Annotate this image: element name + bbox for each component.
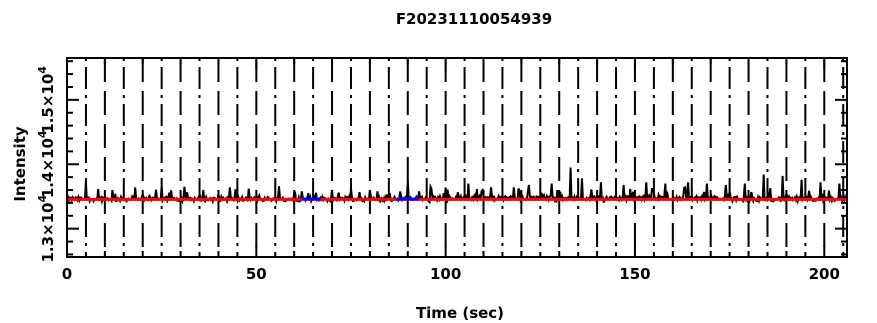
chart-title: F20231110054939	[396, 10, 552, 28]
y-tick-label: 1.4×104	[36, 130, 57, 198]
x-tick-label: 0	[62, 265, 72, 283]
series-group	[66, 167, 848, 206]
x-tick-label: 200	[809, 265, 840, 283]
y-tick-label: 1.5×104	[36, 66, 57, 134]
x-tick-label: 100	[430, 265, 461, 283]
x-tick-label: 150	[619, 265, 650, 283]
x-axis-label: Time (sec)	[416, 304, 504, 322]
y-tick-exponent: 4	[36, 195, 49, 203]
y-tick-exponent: 4	[36, 130, 49, 138]
y-tick-label: 1.3×104	[36, 195, 57, 263]
y-tick-exponent: 4	[36, 66, 49, 74]
plot-frame	[66, 57, 848, 258]
axes	[66, 57, 848, 258]
y-axis-label: Intensity	[11, 126, 29, 202]
grid	[84, 58, 845, 257]
x-tick-label: 50	[246, 265, 267, 283]
